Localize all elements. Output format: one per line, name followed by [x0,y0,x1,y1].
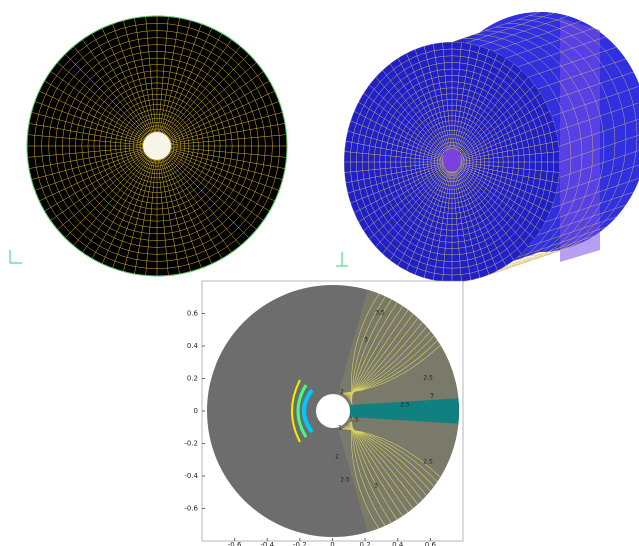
y-tick-label: 0.4 [187,342,199,350]
contour-label: 1.5 [349,417,359,424]
contour-label: 2 [335,454,339,461]
y-tick-label: -0.2 [184,440,198,448]
y-tick-label: -0.6 [184,505,198,513]
axis-triad [336,252,348,266]
x-tick-label: 0.2 [360,541,371,546]
x-tick-label: -0.4 [260,541,274,546]
contour-label: 2.5 [423,459,433,466]
contour-label: 3 [430,393,434,400]
x-tick-label: 0.4 [392,541,404,546]
x-tick-label: -0.2 [293,541,307,546]
figure: -0.6 -0.4 -0.2 0 0.2 0.4 0.6 -0.6 -0.4 -0.2 0 0.2 0.… [0,0,639,546]
y-tick-label: 0 [194,407,198,415]
contour-label: 2.5 [400,402,410,409]
contour-label: 3 [374,483,378,490]
axis-triad [10,250,22,263]
y-tick-label: 0.6 [187,310,199,318]
contour-label: 2.5 [340,477,350,484]
x-tick-label: 0 [330,541,334,546]
y-tick-label: 0.2 [187,375,198,383]
contour-label: 1 [338,425,342,432]
contour-plot: -0.6 -0.4 -0.2 0 0.2 0.4 0.6 -0.6 -0.4 -0.2 0 0.2 0.… [184,281,492,546]
contour-label: 3.5 [375,310,385,317]
contour-label: 2.5 [423,375,433,382]
x-tick-label: -0.6 [228,541,242,546]
mesh-3d [336,12,639,282]
contour-label: 3 [364,337,368,344]
contour-label: 2 [340,389,344,396]
x-tick-label: 0.6 [425,541,437,546]
mesh-2d [10,16,287,276]
y-tick-label: -0.4 [184,472,198,480]
